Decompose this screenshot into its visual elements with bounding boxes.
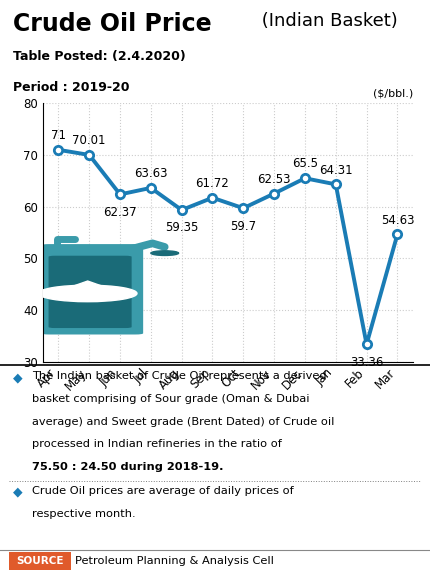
Text: Crude Oil prices are average of daily prices of: Crude Oil prices are average of daily pr… [32,486,294,496]
Polygon shape [57,281,119,292]
Text: processed in Indian refineries in the ratio of: processed in Indian refineries in the ra… [32,439,286,449]
Circle shape [151,251,178,255]
Text: 71: 71 [51,129,66,142]
Text: 33.36: 33.36 [350,356,383,369]
Text: (Indian Basket): (Indian Basket) [256,13,398,30]
Text: SOURCE: SOURCE [16,556,63,566]
Text: 75.50 : 24.50 during 2018-19.: 75.50 : 24.50 during 2018-19. [32,462,224,472]
Text: respective month.: respective month. [32,509,136,518]
Circle shape [38,285,137,302]
Text: Petroleum Planning & Analysis Cell: Petroleum Planning & Analysis Cell [75,556,274,566]
Text: 63.63: 63.63 [134,167,168,180]
Text: 65.5: 65.5 [292,157,318,170]
Text: 62.53: 62.53 [258,173,291,186]
FancyBboxPatch shape [9,552,71,570]
Text: The Indian basket of Crude Oil represents a derived: The Indian basket of Crude Oil represent… [32,371,327,381]
Text: Table Posted: (2.4.2020): Table Posted: (2.4.2020) [13,49,186,63]
Text: 61.72: 61.72 [196,177,229,190]
Text: basket comprising of Sour grade (Oman & Dubai: basket comprising of Sour grade (Oman & … [32,394,310,404]
Text: Crude Oil Price: Crude Oil Price [13,13,212,36]
Text: 70.01: 70.01 [73,134,106,147]
FancyBboxPatch shape [49,256,132,328]
Text: ◆: ◆ [13,371,22,384]
Text: ($/bbl.): ($/bbl.) [372,88,413,98]
Text: 59.35: 59.35 [165,222,198,234]
Text: 64.31: 64.31 [319,164,353,177]
Text: average) and Sweet grade (Brent Dated) of Crude oil: average) and Sweet grade (Brent Dated) o… [32,417,335,426]
Text: 54.63: 54.63 [381,214,414,227]
FancyBboxPatch shape [41,244,143,335]
Text: 59.7: 59.7 [230,219,256,232]
Text: 62.37: 62.37 [103,205,137,219]
Text: Period : 2019-20: Period : 2019-20 [13,80,129,94]
Text: ◆: ◆ [13,486,22,499]
